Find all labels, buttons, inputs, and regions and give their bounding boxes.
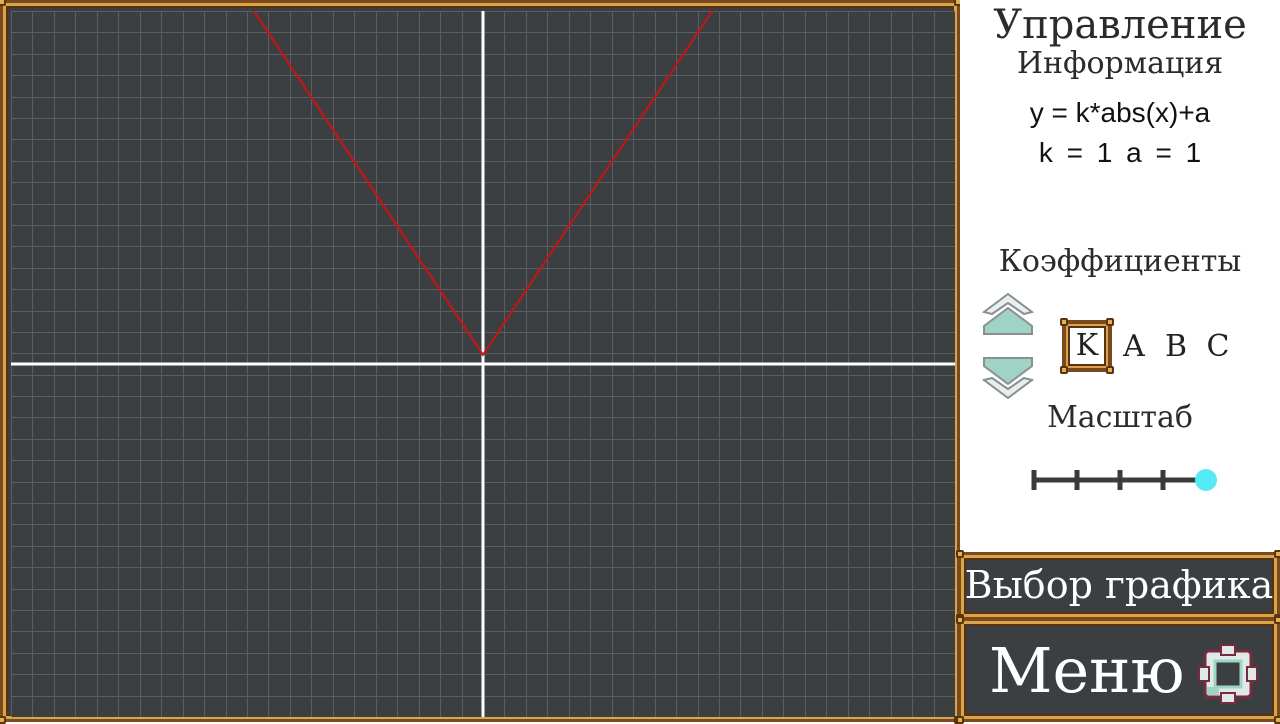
coefficient-c[interactable]: C: [1206, 329, 1230, 364]
double-chevron-down-icon: [981, 357, 1035, 400]
menu-label: Меню: [989, 634, 1185, 707]
frame-corner: [1060, 366, 1068, 374]
formula-text: y = k*abs(x)+a: [1029, 97, 1211, 128]
frame-corner: [0, 716, 6, 724]
frame-corner: [0, 0, 6, 6]
scale-title: Масштаб: [1047, 400, 1193, 435]
panel-title: Управление: [993, 2, 1247, 48]
frame-corner: [956, 550, 964, 558]
slider-ticks: [1031, 470, 1166, 490]
frame-corner: [1274, 716, 1280, 724]
frame-corner: [1106, 318, 1114, 326]
coefficients-title: Коэффициенты: [998, 244, 1242, 279]
frame-corner: [1060, 318, 1068, 326]
decrease-button[interactable]: [981, 354, 1035, 402]
coefficient-b[interactable]: B: [1164, 329, 1188, 364]
gear-icon: [1198, 644, 1258, 704]
menu-button[interactable]: Меню: [956, 616, 1280, 724]
frame-corner: [1274, 616, 1280, 624]
double-chevron-up-icon: [981, 292, 1035, 335]
coefficient-a[interactable]: A: [1123, 329, 1145, 364]
scale-slider[interactable]: [1026, 462, 1226, 498]
slider-knob[interactable]: [1195, 469, 1217, 491]
graph-frame: [0, 0, 962, 724]
frame-corner: [956, 616, 964, 624]
select-graph-button[interactable]: Выбор графика: [956, 550, 1280, 622]
frame-corner: [1106, 366, 1114, 374]
frame-corner: [1274, 550, 1280, 558]
control-panel: Управление Информация y = k*abs(x)+a k =…: [960, 0, 1280, 552]
select-graph-label: Выбор графика: [964, 563, 1274, 607]
params-text: k = 1 a = 1: [1038, 137, 1202, 168]
info-title: Информация: [1016, 46, 1224, 81]
coefficient-k-label: K: [1075, 328, 1099, 363]
coefficient-k[interactable]: K: [1060, 318, 1114, 374]
frame-corner: [956, 716, 964, 724]
increase-button[interactable]: [981, 290, 1035, 338]
graph-canvas[interactable]: [11, 11, 955, 717]
function-curve: [252, 11, 714, 357]
